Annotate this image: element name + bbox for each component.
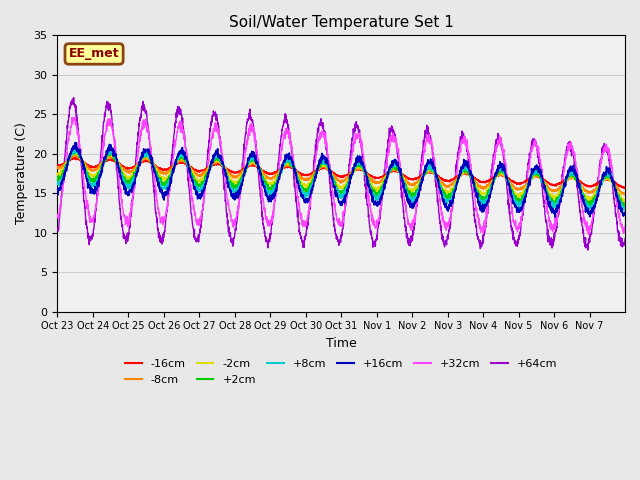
Y-axis label: Temperature (C): Temperature (C) (15, 122, 28, 225)
Text: EE_met: EE_met (68, 48, 120, 60)
X-axis label: Time: Time (326, 337, 356, 350)
Title: Soil/Water Temperature Set 1: Soil/Water Temperature Set 1 (228, 15, 454, 30)
Legend: -16cm, -8cm, -2cm, +2cm, +8cm, +16cm, +32cm, +64cm: -16cm, -8cm, -2cm, +2cm, +8cm, +16cm, +3… (120, 355, 562, 389)
